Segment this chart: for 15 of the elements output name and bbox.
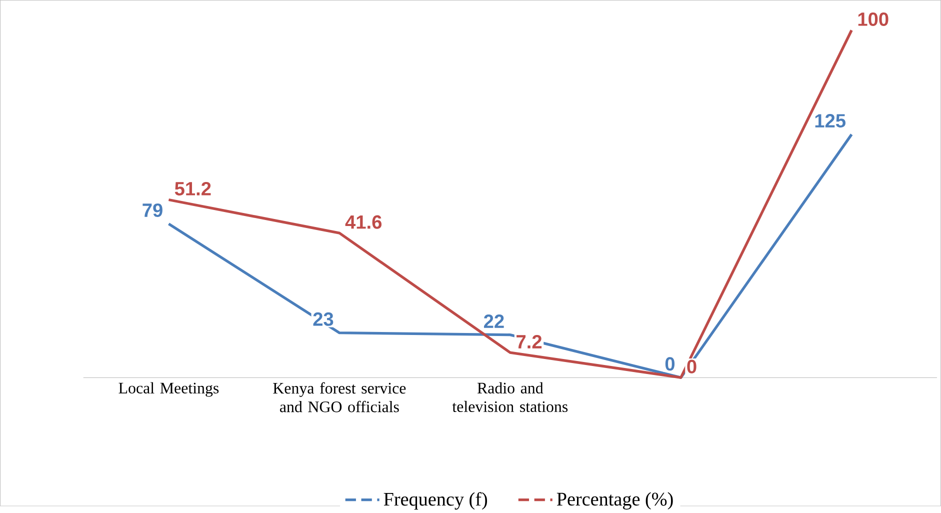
legend-label: Percentage (%) <box>556 492 673 510</box>
data-label: 0 <box>687 360 696 374</box>
data-label: 41.6 <box>345 215 382 229</box>
data-label: 23 <box>313 312 334 326</box>
data-label: 7.2 <box>516 335 542 348</box>
data-label: 22 <box>484 314 504 328</box>
data-label: 0 <box>665 357 675 371</box>
x-tick-label: Local Meetings <box>118 382 219 397</box>
x-tick-label: Radio and television stations <box>452 382 568 412</box>
data-label: 79 <box>142 204 162 218</box>
x-tick-label: Kenya forest service and NGO officials <box>273 382 406 412</box>
legend-label: Frequency (f) <box>384 492 488 510</box>
data-label: 125 <box>815 114 846 128</box>
data-label: 51.2 <box>174 182 211 196</box>
data-label: 100 <box>858 12 888 26</box>
